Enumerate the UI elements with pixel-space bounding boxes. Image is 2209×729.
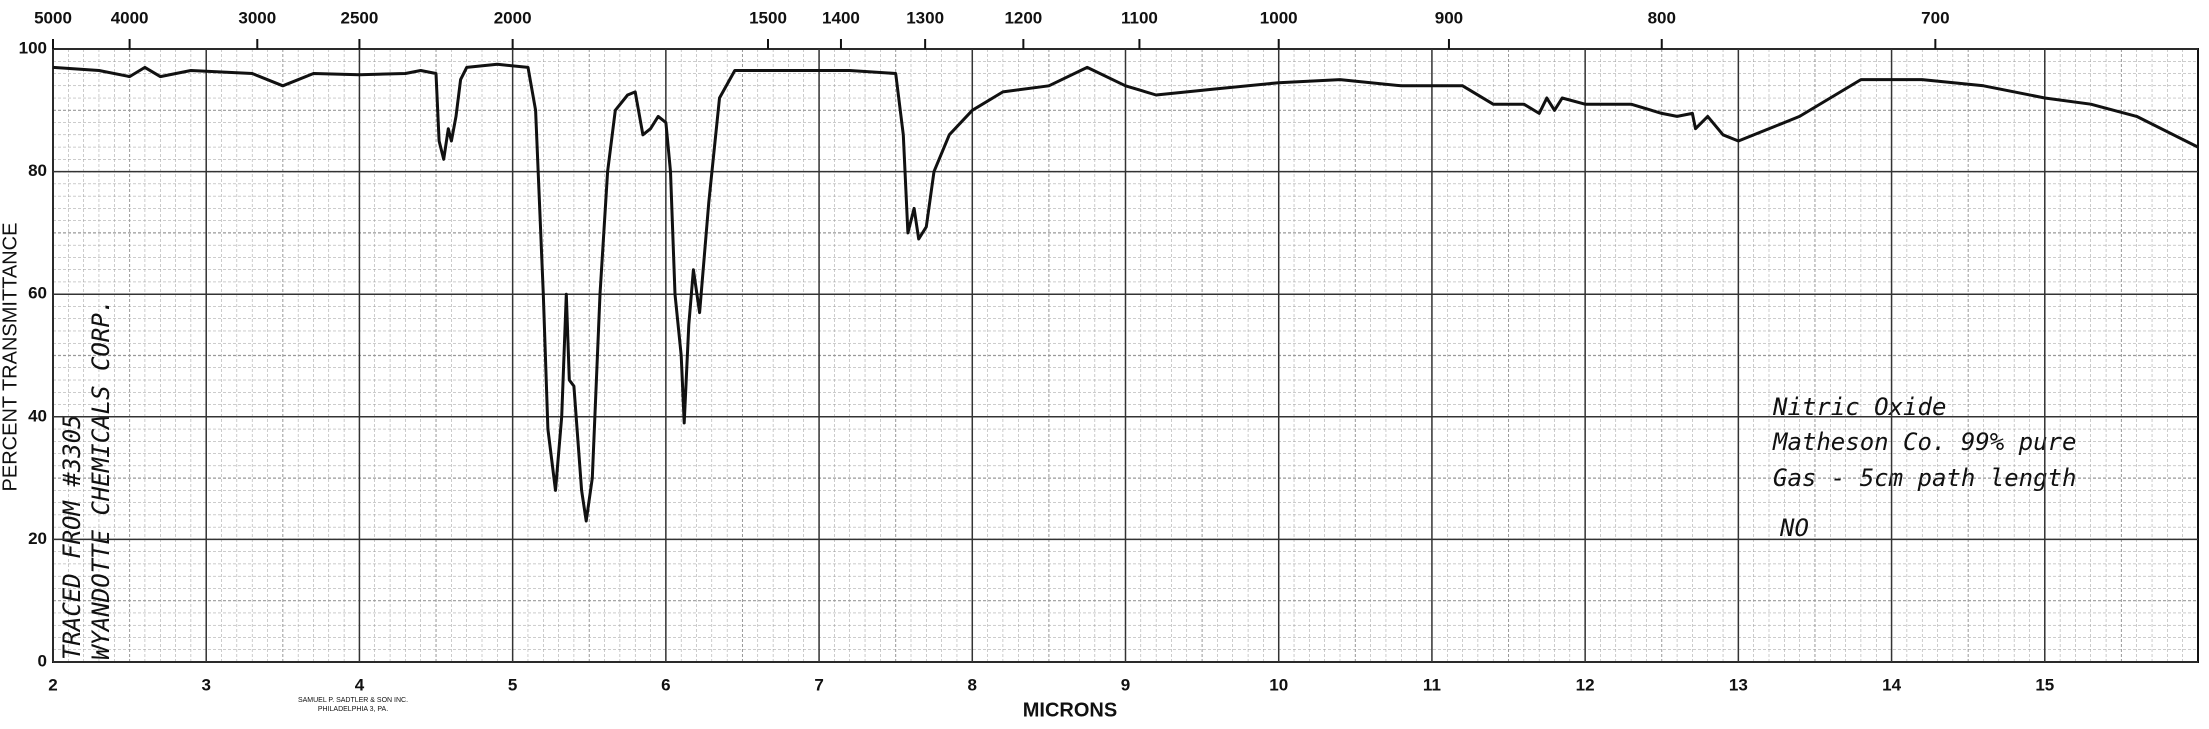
x-tick-label: 6 — [661, 675, 670, 694]
y-axis-label: PERCENT TRANSMITTANCE — [0, 223, 21, 492]
x-tick-label: 15 — [2035, 675, 2054, 694]
top-tick-label: 2000 — [494, 8, 532, 27]
top-tick-label: 4000 — [111, 8, 149, 27]
footer: SAMUEL P. SADTLER & SON INC. — [298, 697, 408, 704]
x-tick-label: 13 — [1729, 675, 1748, 694]
spectrum-line — [52, 62, 2199, 523]
top-tick-label: 1300 — [906, 8, 944, 27]
annotation: TRACED FROM #3305 — [58, 414, 86, 660]
top-tick-label: 1100 — [1121, 8, 1158, 27]
top-tick-label: 5000 — [34, 8, 72, 27]
x-tick-label: 5 — [508, 675, 517, 694]
x-tick-label: 10 — [1269, 675, 1288, 694]
top-tick-label: 3000 — [238, 8, 276, 27]
top-tick-label: 700 — [1921, 8, 1949, 27]
x-tick-label: 9 — [1121, 675, 1130, 694]
top-tick-label: 1400 — [822, 8, 860, 27]
annotation: WYANDOTTE CHEMICALS CORP. — [87, 299, 115, 660]
y-tick-label: 0 — [38, 651, 47, 670]
x-tick-label: 11 — [1423, 675, 1441, 694]
x-tick-label: 4 — [355, 675, 365, 694]
annotation: NO — [1779, 514, 1809, 542]
top-tick-label: 1000 — [1260, 8, 1298, 27]
footer: PHILADELPHIA 3, PA. — [318, 706, 388, 713]
x-axis-label: MICRONS — [1023, 699, 1117, 721]
y-tick-label: 60 — [28, 284, 47, 303]
top-tick-label: 800 — [1648, 8, 1676, 27]
annotation: Matheson Co. 99% pure — [1772, 428, 2076, 456]
x-tick-label: 8 — [968, 675, 977, 694]
x-tick-label: 14 — [1882, 675, 1901, 694]
top-tick-label: 1500 — [749, 8, 787, 27]
y-tick-label: 40 — [28, 406, 47, 425]
y-tick-label: 80 — [28, 161, 47, 180]
y-tick-label: 20 — [28, 529, 47, 548]
y-tick-label: 100 — [19, 38, 47, 57]
annotation: Gas - 5cm path length — [1773, 464, 2076, 492]
x-tick-label: 2 — [48, 675, 57, 694]
x-tick-label: 12 — [1576, 675, 1595, 694]
x-tick-label: 7 — [814, 675, 823, 694]
x-tick-label: 3 — [201, 675, 210, 694]
top-tick-label: 2500 — [341, 8, 379, 27]
top-tick-label: 900 — [1435, 8, 1463, 27]
top-tick-label: 1200 — [1004, 8, 1042, 27]
